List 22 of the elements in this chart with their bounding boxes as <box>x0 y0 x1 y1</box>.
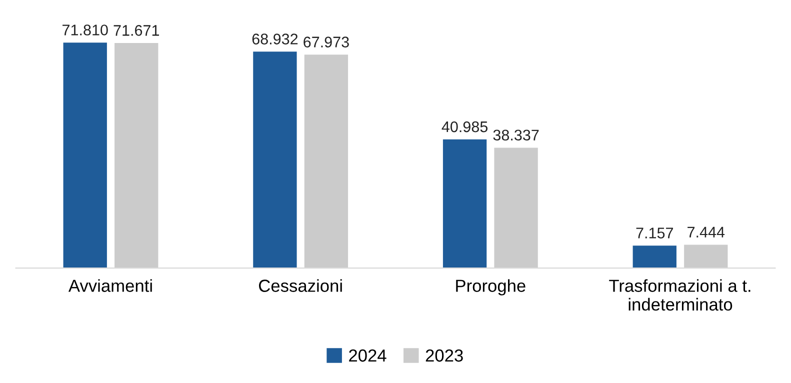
data-label: 71.810 <box>62 24 108 36</box>
bar <box>63 42 107 268</box>
bar <box>494 148 538 268</box>
data-label: 67.973 <box>304 36 349 48</box>
bar <box>304 54 348 268</box>
data-label: 7.444 <box>688 226 725 238</box>
x-tick-label: Proroghe <box>456 279 526 296</box>
data-label: 7.157 <box>636 228 673 238</box>
bar <box>114 43 158 268</box>
bar <box>442 139 487 268</box>
data-label: 38.337 <box>493 130 539 141</box>
bar <box>253 52 297 268</box>
x-tick-label: Trasformazioni a t. indeterminato <box>609 279 750 311</box>
legend-label: 2023 <box>426 349 463 362</box>
data-label: 40.985 <box>442 121 488 132</box>
legend-label: 2024 <box>349 349 386 362</box>
bar <box>632 246 676 268</box>
x-tick-label: Avviamenti <box>68 279 152 292</box>
bar <box>684 244 728 268</box>
x-tick-label: Cessazioni <box>259 279 342 292</box>
data-label: 71.671 <box>114 25 159 36</box>
data-label: 68.932 <box>252 34 298 44</box>
